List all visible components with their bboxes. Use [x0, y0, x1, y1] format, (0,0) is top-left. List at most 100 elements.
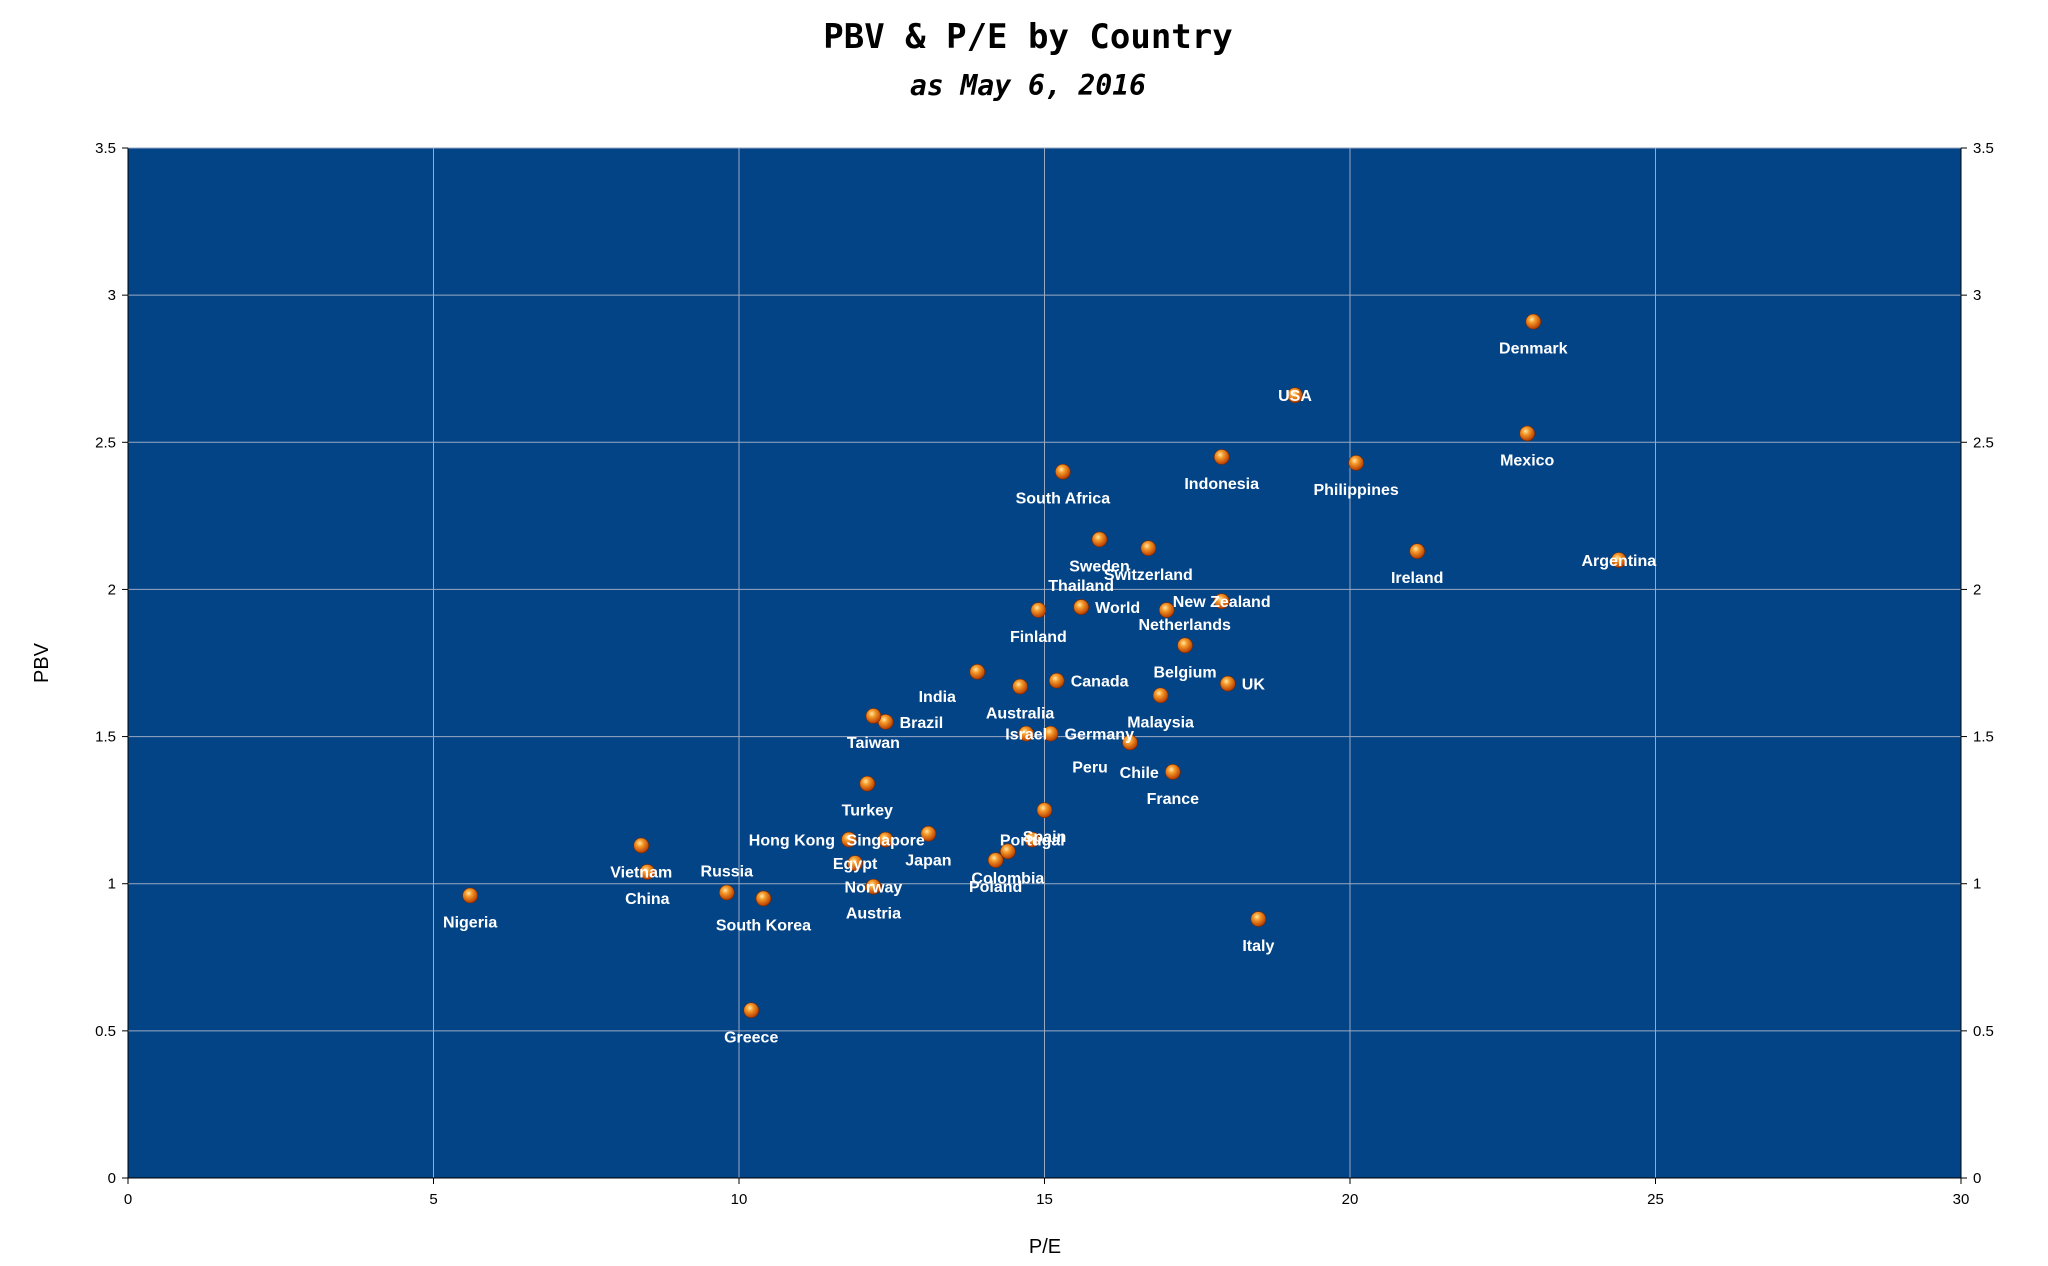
- data-point: [1213, 593, 1230, 610]
- x-tick-label: 30: [1953, 1191, 1970, 1208]
- point-label: Japan: [905, 853, 951, 870]
- point-label: Switzerland: [1104, 567, 1193, 584]
- y-tick-label-left: 2.5: [95, 434, 116, 451]
- data-point: [1055, 463, 1071, 480]
- data-point: [1018, 725, 1034, 742]
- point-label: France: [1147, 791, 1200, 808]
- point-label: Greece: [724, 1029, 778, 1046]
- point-label: Taiwan: [847, 735, 900, 752]
- data-point: [1073, 599, 1089, 615]
- point-label: South Africa: [1016, 491, 1111, 508]
- data-point: [969, 664, 986, 680]
- data-points: [462, 313, 1627, 1019]
- point-label: Finland: [1010, 629, 1067, 646]
- data-point: [865, 708, 882, 724]
- data-point: [847, 855, 863, 871]
- x-tick-label: 0: [124, 1191, 132, 1208]
- point-labels: Denmark USA Mexico South Africa Indonesia Phi…: [443, 341, 1656, 1047]
- chart-subtitle: as May 6, 2016: [910, 69, 1146, 102]
- point-label: Colombia: [971, 870, 1044, 887]
- y-tick-label-left: 3.5: [95, 140, 116, 157]
- point-label: Russia: [701, 864, 754, 881]
- point-label: China: [625, 891, 670, 908]
- data-point: [1000, 843, 1016, 860]
- data-point: [1024, 831, 1041, 848]
- data-point: [1012, 678, 1028, 695]
- data-point: [1525, 313, 1542, 330]
- data-point: [1250, 911, 1267, 927]
- data-point: [1213, 449, 1230, 465]
- point-label: Poland: [969, 879, 1022, 896]
- y-tick-label-right: 0.5: [1973, 1023, 1994, 1040]
- gridlines: [128, 147, 1961, 1178]
- data-point: [743, 1002, 760, 1019]
- y-tick-label-left: 3: [108, 287, 116, 304]
- point-label: New Zealand: [1173, 594, 1271, 611]
- point-label: Germany: [1065, 727, 1134, 744]
- data-point: [462, 887, 478, 904]
- x-tick-label: 15: [1036, 1191, 1053, 1208]
- data-point: [1220, 675, 1236, 692]
- y-axis-label: PBV: [31, 642, 53, 683]
- data-point: [859, 775, 876, 792]
- point-label: Argentina: [1582, 553, 1657, 570]
- x-tick-label: 10: [731, 1191, 748, 1208]
- data-point: [865, 878, 882, 895]
- point-label: Belgium: [1153, 664, 1216, 681]
- y-tick-label-left: 0: [108, 1170, 116, 1187]
- data-point: [920, 825, 937, 842]
- point-label: World: [1095, 600, 1140, 617]
- data-point: [1409, 543, 1426, 559]
- point-label: USA: [1278, 388, 1312, 405]
- point-label: Egypt: [833, 856, 878, 873]
- data-point: [1177, 637, 1193, 654]
- data-point: [1287, 387, 1303, 404]
- data-point: [877, 831, 894, 848]
- point-label: Nigeria: [443, 914, 497, 931]
- data-point: [1030, 602, 1047, 618]
- data-point: [1158, 602, 1175, 618]
- x-tick-label: 25: [1647, 1191, 1664, 1208]
- data-point: [841, 831, 857, 848]
- data-point: [1611, 552, 1627, 568]
- y-tick-label-left: 2: [108, 581, 116, 598]
- data-point: [1036, 802, 1053, 818]
- data-point: [1048, 672, 1065, 689]
- y-tick-label-left: 1: [108, 876, 116, 893]
- point-label: Brazil: [900, 715, 944, 732]
- x-tick-label: 5: [429, 1191, 437, 1208]
- y-tick-label-right: 0: [1973, 1170, 1981, 1187]
- point-label: UK: [1242, 677, 1266, 694]
- point-label: Spain: [1023, 829, 1067, 846]
- point-label: Norway: [845, 880, 903, 897]
- data-point: [1122, 734, 1138, 751]
- data-point: [1348, 455, 1364, 471]
- data-point: [987, 852, 1004, 868]
- point-label: Ireland: [1391, 570, 1443, 587]
- data-point: [639, 864, 656, 880]
- point-label: Peru: [1072, 759, 1108, 776]
- point-label: South Korea: [716, 917, 811, 934]
- data-point: [1165, 764, 1181, 780]
- point-label: Canada: [1071, 674, 1129, 691]
- data-point: [1042, 725, 1059, 742]
- y-tick-label-left: 1.5: [95, 729, 116, 746]
- point-label: Netherlands: [1138, 617, 1231, 634]
- axes: 0 5 10 15 20 25 300 00.5 0.51 11.5 1.52 22.5 2.53 33.…: [95, 140, 1994, 1208]
- point-label: India: [919, 689, 956, 706]
- y-tick-label-right: 3.5: [1973, 140, 1994, 157]
- point-label: Denmark: [1499, 341, 1568, 358]
- point-label: Israel: [1005, 727, 1047, 744]
- data-point: [1519, 425, 1535, 442]
- point-label: Australia: [986, 706, 1055, 723]
- x-tick-label: 20: [1342, 1191, 1359, 1208]
- point-label: Italy: [1242, 938, 1274, 955]
- point-label: Portugal: [1000, 833, 1065, 850]
- point-label: Sweden: [1069, 558, 1129, 575]
- point-label: Austria: [846, 906, 901, 923]
- point-label: Philippines: [1313, 482, 1398, 499]
- data-point: [633, 837, 650, 854]
- point-label: Chile: [1120, 765, 1159, 782]
- y-tick-label-right: 3: [1973, 287, 1981, 304]
